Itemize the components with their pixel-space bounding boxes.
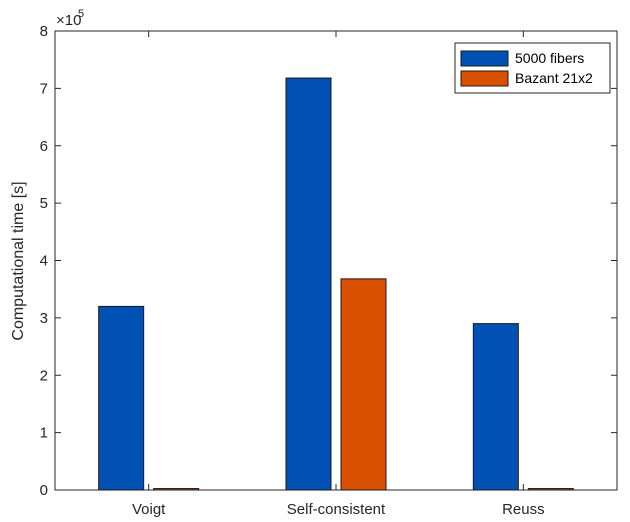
legend: 5000 fibers Bazant 21x2 [454, 42, 611, 94]
plot-area [54, 30, 618, 491]
legend-label: Bazant 21x2 [515, 70, 593, 86]
y-exponent-power: 5 [78, 8, 84, 20]
y-tick-label: 0 [40, 482, 48, 499]
legend-label: 5000 fibers [515, 50, 584, 66]
bars [98, 77, 574, 491]
y-axis-label: Computational time [s] [10, 181, 27, 340]
bar-series1-voigt [98, 305, 145, 491]
y-tick-label: 7 [40, 80, 48, 97]
y-tick-label: 4 [40, 253, 48, 270]
bar-series1-self-consistent [285, 77, 332, 491]
y-tick-label: 3 [40, 310, 48, 327]
y-tick-label: 2 [40, 367, 48, 384]
y-tick-label: 5 [40, 195, 48, 212]
x-tick-label: Voigt [132, 501, 166, 518]
x-tick-label: Self-consistent [287, 501, 386, 518]
bar-series1-reuss [472, 323, 519, 491]
y-tick-label: 8 [40, 23, 48, 40]
x-tick-label: Reuss [502, 501, 545, 518]
bar-series2-voigt [153, 488, 200, 491]
bar-series2-self-consistent [340, 278, 387, 491]
y-tick-label: 6 [40, 138, 48, 155]
legend-swatch [460, 70, 509, 87]
x-axis: Voigt Self-consistent Reuss [132, 31, 545, 518]
plot-frame [54, 30, 618, 491]
y-axis: 0 1 2 3 4 5 6 7 8 [40, 23, 617, 499]
legend-swatch [460, 50, 509, 67]
y-axis-exponent: ×10 5 [56, 8, 84, 29]
y-tick-label: 1 [40, 425, 48, 442]
y-exponent-base: ×10 [56, 12, 81, 29]
bar-series2-reuss [527, 488, 574, 491]
